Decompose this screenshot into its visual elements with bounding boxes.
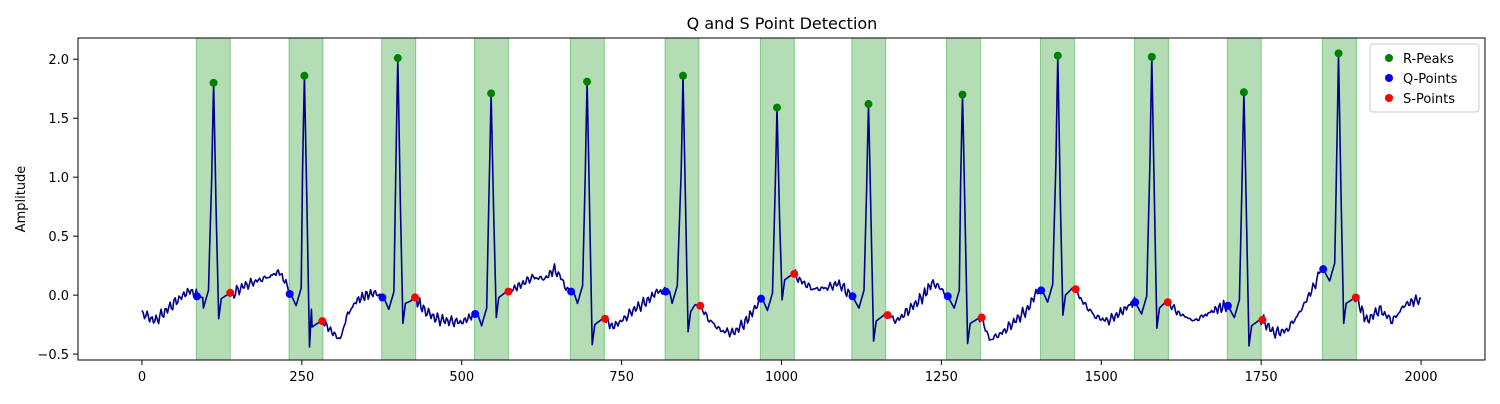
legend-label-r-peaks: R-Peaks bbox=[1403, 52, 1454, 67]
chart-title: Q and S Point Detection bbox=[687, 14, 878, 33]
r-peak-point bbox=[1239, 88, 1248, 97]
s-point bbox=[1258, 315, 1267, 324]
x-tick-label: 1500 bbox=[1085, 370, 1118, 385]
qrs-region bbox=[288, 37, 324, 361]
legend-marker-q-points bbox=[1385, 74, 1393, 82]
x-tick-label: 250 bbox=[289, 370, 314, 385]
r-peak-point bbox=[958, 90, 967, 99]
x-tick-label: 0 bbox=[138, 370, 146, 385]
legend-label-s-points: S-Points bbox=[1403, 92, 1455, 107]
r-peak-point bbox=[583, 77, 592, 86]
s-point bbox=[1351, 293, 1360, 302]
legend: R-Peaks Q-Points S-Points bbox=[1369, 43, 1480, 113]
y-tick-label: 1.0 bbox=[48, 171, 69, 186]
legend-box bbox=[1369, 43, 1480, 113]
qrs-regions bbox=[195, 37, 1357, 361]
q-point bbox=[1131, 298, 1140, 307]
x-tick-label: 500 bbox=[449, 370, 474, 385]
s-point bbox=[226, 288, 235, 297]
y-tick-label: 1.5 bbox=[48, 112, 69, 127]
q-point bbox=[1319, 265, 1328, 274]
points-layer bbox=[192, 49, 1360, 326]
y-tick-label: 0.0 bbox=[48, 289, 69, 304]
q-point bbox=[192, 292, 201, 301]
r-peak-point bbox=[1147, 52, 1156, 61]
s-point bbox=[696, 301, 705, 310]
s-point bbox=[1163, 298, 1172, 307]
y-tick-label: 0.5 bbox=[48, 230, 69, 245]
y-tick-label: 2.0 bbox=[48, 53, 69, 68]
ecg-signal-line bbox=[141, 52, 1422, 348]
qrs-region bbox=[759, 37, 795, 361]
signal-layer bbox=[141, 52, 1422, 348]
x-tick-label: 1250 bbox=[925, 370, 958, 385]
s-point bbox=[883, 311, 892, 320]
x-tick-label: 1750 bbox=[1245, 370, 1278, 385]
legend-marker-s-points bbox=[1385, 94, 1393, 102]
s-point bbox=[504, 287, 513, 296]
y-tick-label: −0.5 bbox=[37, 348, 69, 363]
r-peak-point bbox=[393, 54, 402, 63]
r-peak-point bbox=[209, 78, 218, 87]
s-point bbox=[600, 314, 609, 323]
q-point bbox=[848, 292, 857, 301]
q-point bbox=[1037, 286, 1046, 295]
q-point bbox=[471, 310, 480, 318]
s-point bbox=[411, 293, 420, 302]
r-peak-point bbox=[679, 71, 688, 80]
qrs-region bbox=[946, 37, 981, 361]
r-peak-point bbox=[864, 100, 873, 109]
q-point bbox=[943, 292, 952, 301]
q-point bbox=[757, 294, 766, 303]
s-point bbox=[977, 313, 986, 322]
s-point bbox=[790, 269, 799, 278]
q-point bbox=[1223, 301, 1232, 310]
r-peak-point bbox=[773, 103, 782, 112]
q-point bbox=[285, 289, 294, 298]
qrs-region bbox=[1226, 37, 1262, 361]
x-tick-label: 1000 bbox=[765, 370, 798, 385]
x-tick-label: 750 bbox=[609, 370, 634, 385]
x-tick-label: 2000 bbox=[1404, 370, 1437, 385]
r-peak-point bbox=[487, 89, 496, 98]
r-peak-point bbox=[300, 71, 309, 80]
qrs-region bbox=[851, 37, 887, 361]
q-point bbox=[378, 293, 387, 302]
axes-layer: 0 250 500 750 1000 1250 1500 1750 2000 −0.5 0.0 0.5… bbox=[37, 53, 1437, 385]
y-axis-label: Amplitude bbox=[14, 166, 29, 233]
q-point bbox=[567, 287, 576, 296]
qrs-region bbox=[474, 37, 509, 361]
s-point bbox=[318, 317, 327, 326]
q-point bbox=[661, 287, 670, 296]
r-peak-point bbox=[1334, 49, 1343, 58]
legend-label-q-points: Q-Points bbox=[1403, 72, 1458, 87]
legend-marker-r-peaks bbox=[1385, 54, 1393, 62]
s-point bbox=[1071, 285, 1080, 294]
r-peak-point bbox=[1053, 51, 1062, 60]
